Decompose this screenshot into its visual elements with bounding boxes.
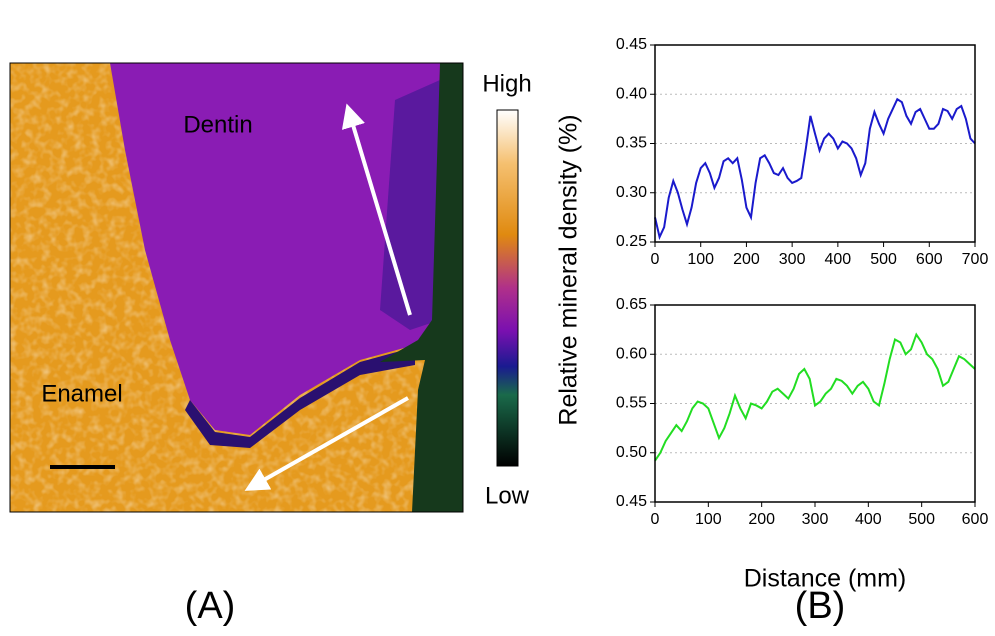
x-tick-label: 200 [748,511,775,528]
y-axis-label: Relative mineral density (%) [555,114,583,425]
x-tick-label: 0 [651,251,660,268]
x-axis-label: Distance (mm) [744,565,907,593]
x-tick-label: 0 [651,511,660,528]
panel-label: (A) [185,585,236,627]
region-label: Enamel [41,380,122,407]
plot-frame [654,44,976,243]
panel-label: (B) [795,585,846,627]
y-tick-label: 0.45 [616,36,647,53]
plot-frame [654,304,976,503]
y-tick-label: 0.65 [616,296,647,313]
x-tick-label: 400 [825,251,852,268]
y-tick-label: 0.30 [616,184,647,201]
y-tick-label: 0.25 [616,233,647,250]
y-tick-label: 0.55 [616,395,647,412]
x-tick-label: 500 [870,251,897,268]
x-tick-label: 100 [695,511,722,528]
arrow [244,396,409,491]
x-tick-label: 600 [916,251,943,268]
image-frame [9,62,464,513]
colorbar [496,109,519,467]
arrow [341,103,412,316]
x-tick-label: 500 [908,511,935,528]
y-tick-label: 0.45 [616,493,647,510]
x-tick-label: 300 [779,251,806,268]
micrograph [10,63,463,512]
x-tick-label: 700 [962,251,989,268]
x-tick-label: 200 [733,251,760,268]
x-tick-label: 100 [687,251,714,268]
y-tick-label: 0.35 [616,135,647,152]
y-tick-label: 0.60 [616,345,647,362]
x-tick-label: 300 [802,511,829,528]
data-line [654,97,976,241]
x-tick-label: 600 [962,511,989,528]
y-tick-label: 0.50 [616,444,647,461]
data-line [654,332,976,462]
x-tick-label: 400 [855,511,882,528]
region-label: Dentin [183,111,252,138]
colorbar-label: Low [485,482,530,509]
colorbar-label: High [482,70,531,97]
y-tick-label: 0.40 [616,85,647,102]
